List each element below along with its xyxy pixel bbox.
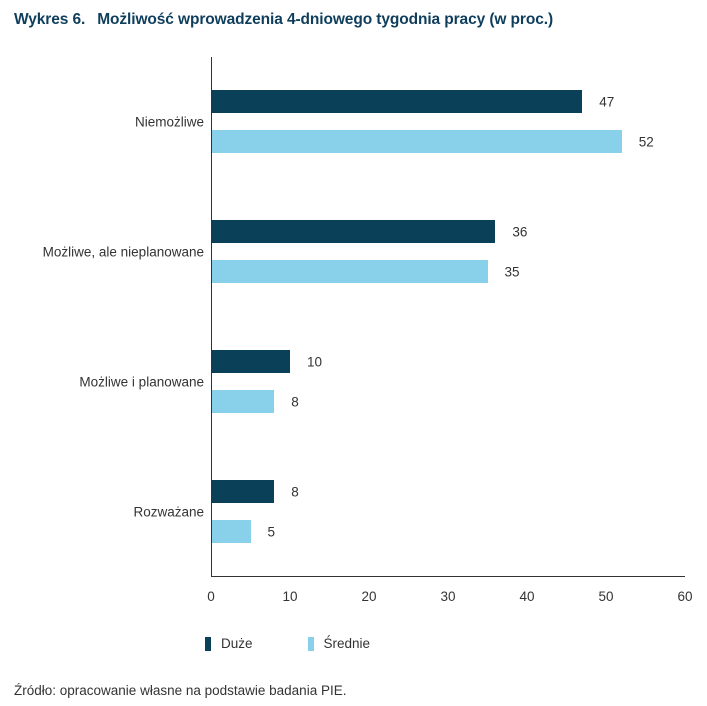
x-tick-label: 40 bbox=[519, 589, 535, 604]
legend: Duże Średnie bbox=[205, 636, 425, 651]
plot-area: 47 52 36 35 10 8 8 5 bbox=[211, 57, 685, 576]
bar-value-label: 36 bbox=[512, 224, 528, 239]
x-tick-label: 20 bbox=[361, 589, 377, 604]
legend-item-srednie: Średnie bbox=[307, 636, 371, 651]
bar-value-label: 47 bbox=[599, 94, 615, 109]
bar-value-label: 35 bbox=[504, 264, 520, 279]
category-label: Możliwe, ale nieplanowane bbox=[42, 244, 204, 259]
bar-duze bbox=[211, 90, 583, 113]
x-tick-label: 50 bbox=[598, 589, 614, 604]
bar-duze bbox=[211, 480, 275, 503]
x-tick-label: 0 bbox=[207, 589, 215, 604]
bar-srednie bbox=[211, 260, 488, 283]
bar-srednie bbox=[211, 520, 251, 543]
bar-value-label: 8 bbox=[291, 484, 299, 499]
legend-item-duze: Duże bbox=[205, 636, 253, 651]
x-tick-label: 10 bbox=[282, 589, 298, 604]
bar-srednie bbox=[211, 390, 275, 413]
legend-swatch-srednie bbox=[307, 636, 314, 651]
chart-number: Wykres 6. bbox=[14, 11, 86, 28]
category-label: Możliwe i planowane bbox=[79, 374, 204, 389]
chart-title-text: Możliwość wprowadzenia 4-dniowego tygodn… bbox=[97, 11, 554, 28]
y-axis-line bbox=[211, 57, 212, 577]
source-note: Źródło: opracowanie własne na podstawie … bbox=[14, 683, 347, 698]
bar-duze bbox=[211, 220, 496, 243]
legend-label-srednie: Średnie bbox=[323, 636, 371, 651]
bar-srednie bbox=[211, 130, 622, 153]
legend-swatch-duze bbox=[205, 636, 211, 651]
chart-title: Wykres 6. Możliwość wprowadzenia 4-dniowe… bbox=[14, 11, 553, 29]
bar-value-label: 5 bbox=[267, 524, 276, 539]
x-tick-label: 30 bbox=[440, 589, 456, 604]
legend-label-duze: Duże bbox=[221, 636, 253, 651]
x-axis-line bbox=[211, 576, 685, 577]
bar-value-label: 8 bbox=[291, 394, 299, 409]
bar-duze bbox=[211, 350, 290, 373]
category-label: Niemożliwe bbox=[134, 114, 204, 129]
bar-value-label: 52 bbox=[638, 134, 654, 149]
bar-value-label: 10 bbox=[307, 354, 323, 369]
category-label: Rozważane bbox=[133, 504, 204, 519]
x-tick-label: 60 bbox=[677, 589, 693, 604]
